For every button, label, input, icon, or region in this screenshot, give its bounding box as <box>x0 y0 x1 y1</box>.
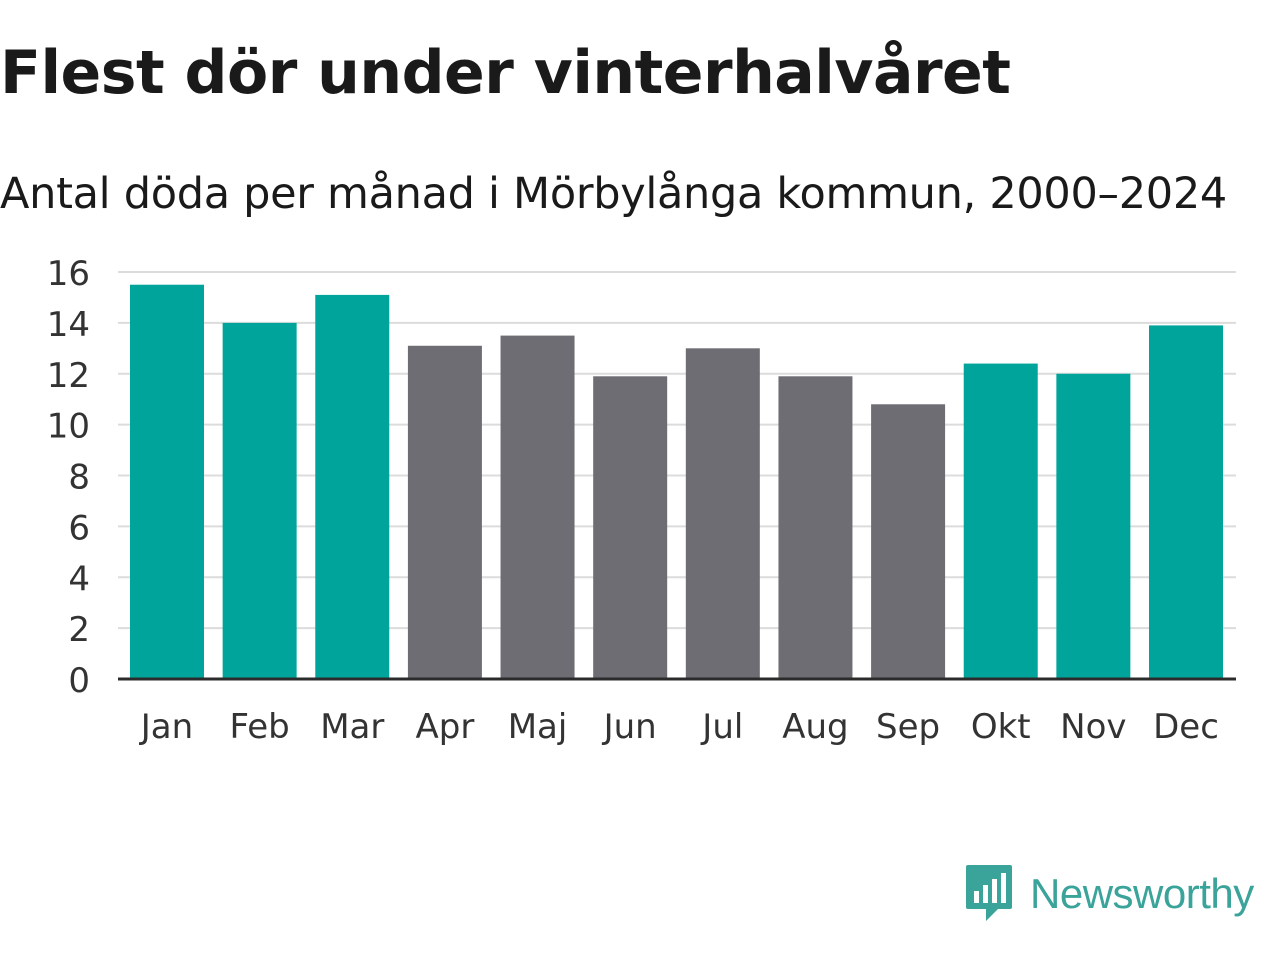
x-tick-label: Sep <box>876 707 940 747</box>
y-tick-label: 4 <box>68 559 90 599</box>
bar-jun <box>593 376 668 679</box>
x-tick-label: Jan <box>139 707 193 747</box>
newsworthy-wordmark: Newsworthy <box>1030 870 1254 917</box>
y-axis-ticks: 0 2 4 6 8 10 12 14 16 <box>47 254 90 701</box>
x-tick-label: Dec <box>1153 707 1219 747</box>
bar-mar <box>315 294 390 679</box>
x-tick-label: Aug <box>782 707 848 747</box>
bar-jan <box>130 284 204 679</box>
chart-subtitle: Antal döda per månad i Mörbylånga kommun… <box>0 169 1227 219</box>
bars <box>130 284 1223 679</box>
gridlines <box>118 271 1236 630</box>
bar-feb <box>222 322 297 679</box>
y-tick-label: 12 <box>47 356 90 396</box>
x-tick-label: Nov <box>1060 707 1126 747</box>
newsworthy-logo-icon <box>966 865 1012 921</box>
y-tick-label: 8 <box>68 458 90 498</box>
y-tick-label: 16 <box>47 254 90 294</box>
x-axis-ticks: Jan Feb Mar Apr Maj Jun Jul Aug Sep Okt Nov Dec <box>139 707 1219 747</box>
x-tick-label: Mar <box>320 707 384 747</box>
y-tick-label: 0 <box>68 661 90 701</box>
bar-maj <box>500 335 575 679</box>
bar-aug <box>778 376 853 679</box>
bar-okt <box>963 363 1038 679</box>
x-tick-label: Okt <box>971 707 1031 747</box>
chart-title: Flest dör under vinterhalvåret <box>0 38 1011 108</box>
bar-nov <box>1056 373 1131 679</box>
x-tick-label: Apr <box>415 707 474 747</box>
x-tick-label: Jun <box>602 707 657 747</box>
x-tick-label: Jul <box>700 707 743 747</box>
x-tick-label: Maj <box>508 707 568 747</box>
bar-sep <box>871 404 946 679</box>
bar-dec <box>1149 325 1223 679</box>
y-tick-label: 2 <box>68 610 90 650</box>
bar-jul <box>685 348 760 679</box>
bar-apr <box>407 345 482 679</box>
y-tick-label: 6 <box>68 508 90 548</box>
x-tick-label: Feb <box>230 707 290 747</box>
newsworthy-brand: Newsworthy <box>964 862 1254 926</box>
y-tick-label: 10 <box>47 407 90 447</box>
y-tick-label: 14 <box>47 305 90 345</box>
